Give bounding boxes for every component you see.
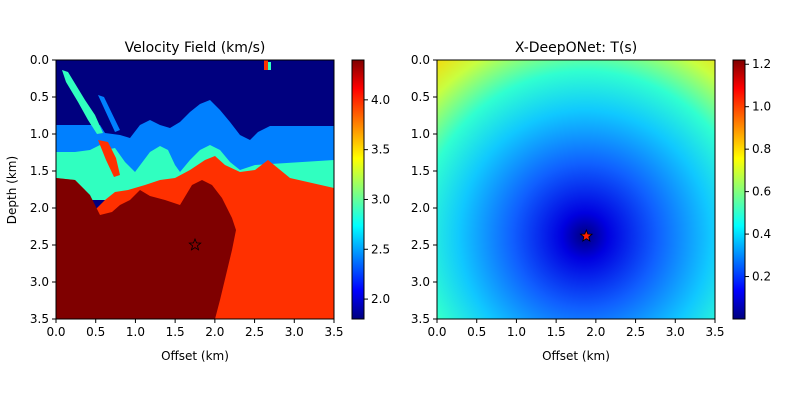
velocity-xtick-label: 1.5	[166, 325, 185, 339]
traveltime-xtick-label: 3.0	[666, 325, 685, 339]
velocity-xtick-label: 3.0	[285, 325, 304, 339]
traveltime-ytick-label: 2.0	[411, 201, 430, 215]
traveltime-ytick-label: 2.5	[411, 238, 430, 252]
velocity-ytick-label: 2.5	[30, 238, 49, 252]
traveltime-colorbar	[732, 59, 746, 320]
traveltime-ytick-label: 0.5	[411, 90, 430, 104]
traveltime-ytick-label: 1.5	[411, 164, 430, 178]
velocity-colorbar-tick-label: 3.0	[371, 192, 390, 206]
velocity-y-ticks: 0.0 0.5 1.0 1.5 2.0 2.5 3.0 3.5	[30, 53, 56, 326]
velocity-ytick-label: 2.0	[30, 201, 49, 215]
velocity-xtick-label: 0.5	[86, 325, 105, 339]
velocity-ytick-label: 3.0	[30, 275, 49, 289]
velocity-colorbar-ticks: 2.0 2.5 3.0 3.5 4.0	[364, 93, 390, 306]
velocity-title: Velocity Field (km/s)	[125, 40, 266, 56]
blue-streak	[98, 95, 120, 132]
traveltime-heatmap	[437, 60, 715, 319]
velocity-ytick-label: 1.5	[30, 164, 49, 178]
velocity-xtick-label: 2.0	[205, 325, 224, 339]
traveltime-xtick-label: 2.5	[626, 325, 645, 339]
traveltime-colorbar-tick-label: 0.2	[752, 270, 771, 284]
traveltime-panel: X-DeepONet: T(s) 0.0 0.5 1.0 1.5 2.0 2.5 3.0 3.…	[411, 40, 771, 363]
red-channel	[98, 140, 120, 177]
velocity-source-marker	[188, 237, 202, 251]
traveltime-ytick-label: 3.5	[411, 312, 430, 326]
velocity-xtick-label: 2.5	[245, 325, 264, 339]
traveltime-title: X-DeepONet: T(s)	[515, 40, 637, 56]
traveltime-xlabel: Offset (km)	[542, 349, 610, 363]
velocity-ytick-label: 1.0	[30, 127, 49, 141]
velocity-ytick-label: 0.0	[30, 53, 49, 67]
traveltime-ytick-label: 3.0	[411, 275, 430, 289]
traveltime-colorbar-tick-label: 0.6	[752, 185, 771, 199]
traveltime-colorbar-tick-label: 1.2	[752, 57, 771, 71]
traveltime-xtick-label: 0.0	[427, 325, 446, 339]
velocity-xlabel: Offset (km)	[161, 349, 229, 363]
traveltime-source-star	[579, 229, 594, 242]
traveltime-xtick-label: 0.5	[467, 325, 486, 339]
velocity-colorbar	[351, 59, 365, 320]
velocity-colorbar-tick-label: 4.0	[371, 93, 390, 107]
traveltime-source-marker	[579, 229, 594, 242]
traveltime-x-ticks: 0.0 0.5 1.0 1.5 2.0 2.5 3.0 3.5	[427, 319, 725, 339]
traveltime-axes-frame	[436, 59, 716, 320]
cyan-tongue	[62, 70, 103, 134]
traveltime-colorbar-tick-label: 1.0	[752, 100, 771, 114]
traveltime-xtick-label: 1.5	[547, 325, 566, 339]
velocity-xtick-label: 3.5	[324, 325, 343, 339]
velocity-colorbar-tick-label: 2.5	[371, 242, 390, 256]
velocity-colorbar-tick-label: 3.5	[371, 143, 390, 157]
velocity-xtick-label: 1.0	[126, 325, 145, 339]
layer-4	[56, 178, 236, 319]
velocity-panel: Velocity Field (km/s) 0.0 0.5 1.0 1.5 2.0 2.5…	[5, 40, 390, 363]
velocity-heatmap	[56, 60, 334, 319]
velocity-ytick-label: 0.5	[30, 90, 49, 104]
traveltime-ytick-label: 0.0	[411, 53, 430, 67]
velocity-ytick-label: 3.5	[30, 312, 49, 326]
traveltime-colorbar-ticks: 0.2 0.4 0.6 0.8 1.0 1.2	[745, 57, 771, 284]
velocity-xtick-label: 0.0	[46, 325, 65, 339]
traveltime-colorbar-tick-label: 0.8	[752, 142, 771, 156]
velocity-source-star	[188, 237, 202, 251]
velocity-axes-frame	[55, 59, 335, 320]
traveltime-xtick-label: 2.0	[586, 325, 605, 339]
traveltime-xtick-label: 1.0	[507, 325, 526, 339]
traveltime-xtick-label: 3.5	[705, 325, 724, 339]
traveltime-y-ticks: 0.0 0.5 1.0 1.5 2.0 2.5 3.0 3.5	[411, 53, 437, 326]
velocity-x-ticks: 0.0 0.5 1.0 1.5 2.0 2.5 3.0 3.5	[46, 319, 344, 339]
traveltime-ytick-label: 1.0	[411, 127, 430, 141]
velocity-ylabel: Depth (km)	[5, 156, 19, 224]
velocity-colorbar-tick-label: 2.0	[371, 292, 390, 306]
traveltime-colorbar-tick-label: 0.4	[752, 227, 771, 241]
